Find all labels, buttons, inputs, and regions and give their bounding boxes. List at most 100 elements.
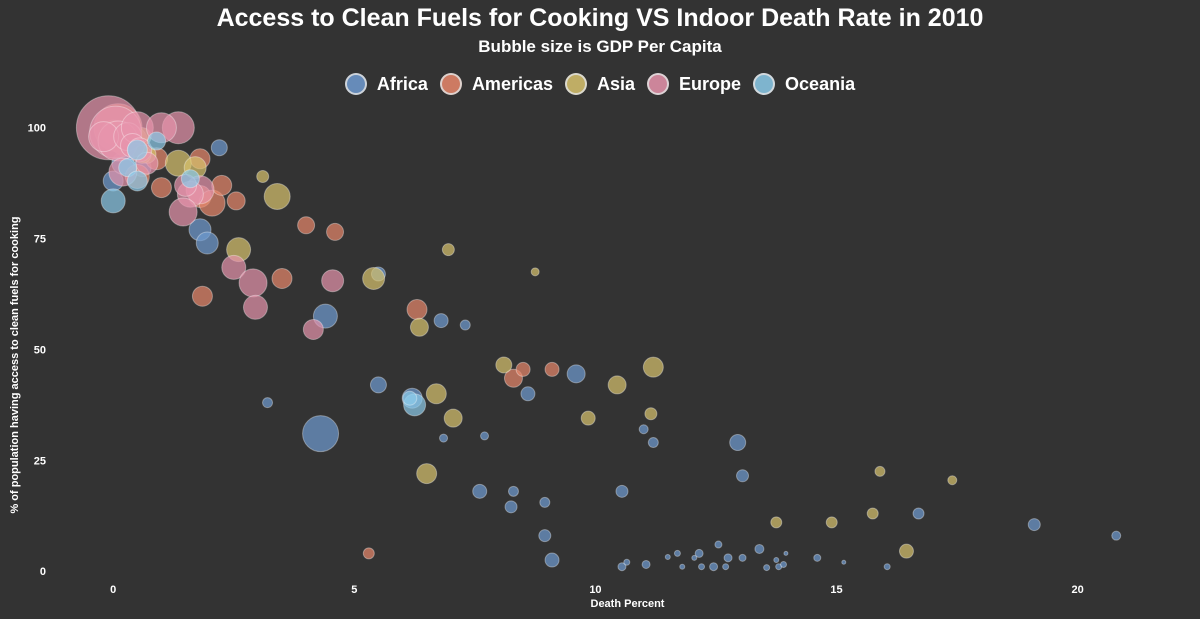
bubble-oceania[interactable] xyxy=(118,158,138,178)
legend-item-americas[interactable]: Americas xyxy=(439,73,553,95)
bubble-africa[interactable] xyxy=(480,431,490,441)
bubble-oceania[interactable] xyxy=(100,188,126,214)
bubble-africa[interactable] xyxy=(566,364,586,384)
tick-layer: 0 5 10 15 20 0 25 50 75 100 xyxy=(28,123,1084,596)
bubble-asia[interactable] xyxy=(362,266,386,290)
bubble-americas[interactable] xyxy=(226,191,246,211)
bubble-asia[interactable] xyxy=(409,317,429,337)
bubble-oceania[interactable] xyxy=(180,169,200,189)
legend-item-oceania[interactable]: Oceania xyxy=(753,73,855,95)
bubble-africa[interactable] xyxy=(504,500,518,514)
bubble-africa[interactable] xyxy=(883,563,891,571)
bubble-africa[interactable] xyxy=(1111,530,1122,541)
bubble-africa[interactable] xyxy=(538,529,552,543)
bubble-africa[interactable] xyxy=(698,563,706,571)
bubble-americas[interactable] xyxy=(297,216,316,235)
bubble-asia[interactable] xyxy=(825,516,838,529)
bubble-africa[interactable] xyxy=(738,553,747,562)
bubble-americas[interactable] xyxy=(326,222,345,241)
bubble-americas[interactable] xyxy=(544,361,560,377)
bubble-asia[interactable] xyxy=(263,182,291,210)
bubble-africa[interactable] xyxy=(773,557,780,564)
bubble-asia[interactable] xyxy=(770,516,783,529)
bubble-oceania[interactable] xyxy=(126,170,148,192)
bubble-asia[interactable] xyxy=(607,375,627,395)
bubble-africa[interactable] xyxy=(679,563,686,570)
bubble-europe[interactable] xyxy=(321,269,345,293)
bubble-africa[interactable] xyxy=(617,562,627,572)
bubble-africa[interactable] xyxy=(813,553,822,562)
bubble-africa[interactable] xyxy=(302,415,340,453)
bubble-africa[interactable] xyxy=(507,485,519,497)
bubble-europe[interactable] xyxy=(168,197,198,227)
bubble-europe[interactable] xyxy=(221,254,247,280)
legend-item-europe[interactable]: Europe xyxy=(647,73,741,95)
bubble-asia[interactable] xyxy=(416,463,438,485)
bubble-africa[interactable] xyxy=(694,548,704,558)
bubble-asia[interactable] xyxy=(947,475,958,486)
bubble-americas[interactable] xyxy=(271,267,293,289)
bubble-asia[interactable] xyxy=(644,407,658,421)
bubble-africa[interactable] xyxy=(723,553,733,563)
bubble-africa[interactable] xyxy=(783,550,789,556)
bubble-asia[interactable] xyxy=(874,465,886,477)
bubble-europe[interactable] xyxy=(302,318,324,340)
legend-item-asia[interactable]: Asia xyxy=(565,73,635,95)
bubble-africa[interactable] xyxy=(472,483,488,499)
bubble-asia[interactable] xyxy=(866,507,879,520)
bubble-americas[interactable] xyxy=(191,285,213,307)
bubble-asia[interactable] xyxy=(256,170,270,184)
bubble-africa[interactable] xyxy=(714,540,723,549)
x-tick-label: 5 xyxy=(351,584,357,596)
bubble-americas[interactable] xyxy=(515,361,531,377)
bubble-americas[interactable] xyxy=(362,547,375,560)
bubble-africa[interactable] xyxy=(664,553,671,560)
bubble-africa[interactable] xyxy=(195,231,219,255)
bubble-africa[interactable] xyxy=(841,559,847,565)
bubble-africa[interactable] xyxy=(912,507,925,520)
bubble-asia[interactable] xyxy=(530,267,540,277)
bubble-asia[interactable] xyxy=(642,356,664,378)
bubble-africa[interactable] xyxy=(262,397,274,409)
bubble-asia[interactable] xyxy=(898,543,914,559)
bubble-africa[interactable] xyxy=(439,433,449,443)
bubble-africa[interactable] xyxy=(673,549,681,557)
bubble-africa[interactable] xyxy=(709,562,719,572)
bubble-africa[interactable] xyxy=(647,437,659,449)
bubble-africa[interactable] xyxy=(539,496,551,508)
bubble-africa[interactable] xyxy=(691,554,698,561)
bubble-asia[interactable] xyxy=(443,408,463,428)
bubble-africa[interactable] xyxy=(623,558,631,566)
bubble-africa[interactable] xyxy=(763,564,771,572)
bubble-africa[interactable] xyxy=(369,376,387,394)
bubble-europe[interactable] xyxy=(242,294,268,320)
bubble-africa[interactable] xyxy=(780,560,788,568)
bubble-asia[interactable] xyxy=(495,356,513,374)
bubble-africa[interactable] xyxy=(638,424,649,435)
bubble-africa[interactable] xyxy=(1027,518,1041,532)
bubble-oceania[interactable] xyxy=(126,139,148,161)
bubble-oceania[interactable] xyxy=(402,390,418,406)
bubble-africa[interactable] xyxy=(615,484,629,498)
bubble-asia[interactable] xyxy=(441,243,455,257)
bubble-africa[interactable] xyxy=(210,139,228,157)
bubble-americas[interactable] xyxy=(406,299,428,321)
bubble-oceania[interactable] xyxy=(147,131,167,151)
bubble-africa[interactable] xyxy=(433,313,449,329)
bubble-africa[interactable] xyxy=(520,386,536,402)
bubble-africa[interactable] xyxy=(736,469,750,483)
bubble-asia[interactable] xyxy=(580,410,596,426)
bubble-africa[interactable] xyxy=(722,563,730,571)
bubble-africa[interactable] xyxy=(459,319,471,331)
legend-item-africa[interactable]: Africa xyxy=(344,73,428,95)
bubble-africa[interactable] xyxy=(729,434,747,452)
bubble-americas[interactable] xyxy=(211,174,233,196)
bubble-americas[interactable] xyxy=(150,177,172,199)
x-tick-label: 15 xyxy=(830,584,842,596)
bubble-europe[interactable] xyxy=(238,268,268,298)
bubble-asia[interactable] xyxy=(425,383,447,405)
legend-swatch-europe xyxy=(647,73,670,95)
bubble-africa[interactable] xyxy=(754,543,765,554)
bubble-africa[interactable] xyxy=(641,559,651,569)
bubble-africa[interactable] xyxy=(544,552,560,568)
